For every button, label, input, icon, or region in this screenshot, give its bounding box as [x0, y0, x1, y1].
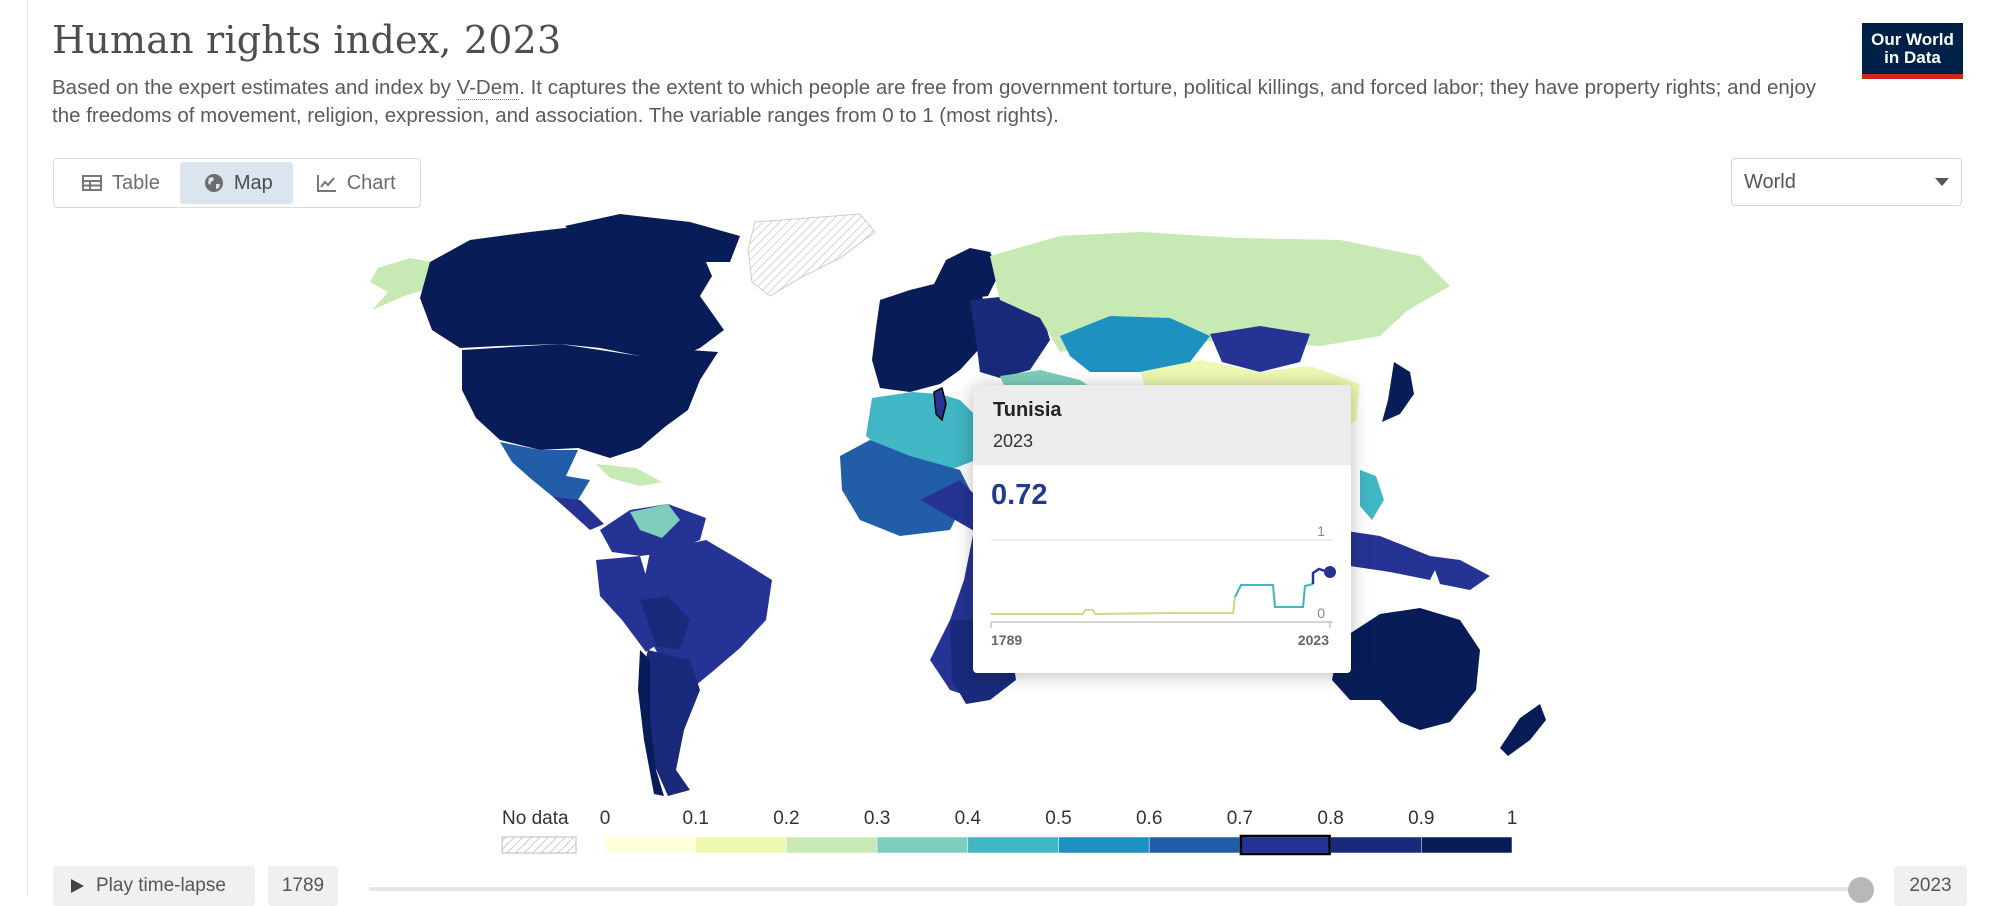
country-tooltip: Tunisia 2023 0.72 1 0 1789 2023 [973, 385, 1351, 673]
arctic-islands[interactable] [565, 214, 740, 262]
spark-endpoint [1324, 566, 1336, 578]
region-select-value: World [1744, 170, 1796, 193]
owid-logo[interactable]: Our World in Data [1862, 23, 1963, 79]
page-subtitle: Based on the expert estimates and index … [52, 74, 1832, 130]
legend-bin-3[interactable] [876, 836, 969, 854]
spark-line [991, 568, 1320, 616]
timeline-start-year[interactable]: 1789 [268, 866, 338, 906]
central-america[interactable] [552, 496, 604, 530]
argentina-chile[interactable] [640, 650, 700, 796]
legend-tick-9: 0.9 [1408, 808, 1434, 829]
legend-tick-4: 0.4 [955, 808, 982, 829]
tooltip-value: 0.72 [991, 479, 1048, 511]
timeline-handle[interactable] [1848, 877, 1874, 903]
legend-tick-5: 0.5 [1045, 808, 1071, 829]
logo-line-2: in Data [1884, 48, 1941, 67]
legend-bin-9[interactable] [1421, 836, 1513, 854]
play-label: Play time-lapse [96, 875, 226, 896]
mongolia[interactable] [1210, 326, 1310, 372]
greenland[interactable] [747, 213, 876, 297]
australia[interactable] [1332, 608, 1480, 730]
tab-chart-label: Chart [346, 171, 396, 194]
tunisia[interactable] [933, 386, 947, 422]
japan[interactable] [1382, 362, 1414, 422]
legend-bin-1[interactable] [695, 836, 787, 854]
legend-tick-6: 0.6 [1136, 808, 1162, 829]
globe-icon [204, 174, 223, 192]
new-zealand[interactable] [1500, 704, 1546, 756]
table-icon [82, 175, 102, 191]
united-states[interactable] [462, 344, 718, 458]
legend-tick-8: 0.8 [1317, 808, 1343, 829]
brazil[interactable] [640, 540, 772, 690]
legend-bin-7[interactable] [1239, 836, 1331, 854]
line-chart-icon [316, 175, 336, 192]
legend-tick-7: 0.7 [1227, 808, 1253, 829]
map-legend: No data 0 0.1 0.2 0.3 0.4 0.5 0.6 0.7 0.8 0.9 1 [501, 808, 1518, 856]
legend-tick-3: 0.3 [864, 808, 890, 829]
tooltip-year: 2023 [993, 431, 1034, 451]
timeline-end-year[interactable]: 2023 [1894, 866, 1967, 906]
west-africa[interactable] [840, 440, 970, 536]
southeast-asia[interactable] [1360, 470, 1384, 520]
tooltip-country: Tunisia [993, 399, 1062, 421]
bolivia[interactable] [640, 596, 690, 650]
legend-bin-0[interactable] [604, 836, 696, 854]
tab-map[interactable]: Map [179, 162, 293, 204]
logo-line-1: Our World [1871, 30, 1954, 49]
legend-tick-10: 1 [1507, 808, 1518, 829]
caribbean[interactable] [596, 464, 662, 486]
page-title: Human rights index, 2023 [52, 18, 562, 62]
legend-bin-8[interactable] [1330, 836, 1422, 854]
legend-no-data-swatch[interactable] [501, 836, 577, 854]
papua[interactable] [1430, 556, 1490, 590]
region-select[interactable]: World [1731, 158, 1962, 206]
tab-map-label: Map [233, 171, 273, 194]
subtitle-text: Based on the expert estimates and index … [52, 76, 457, 99]
scandinavia[interactable] [930, 248, 1000, 300]
legend-no-data-label: No data [502, 808, 569, 829]
alaska[interactable] [370, 258, 432, 310]
legend-bin-4[interactable] [967, 836, 1059, 854]
peru-bolivia[interactable] [596, 556, 664, 652]
play-timelapse-button[interactable]: Play time-lapse [53, 866, 255, 906]
spark-line-latest [1311, 567, 1329, 584]
vdem-link[interactable]: V-Dem [456, 76, 520, 100]
legend-bin-6[interactable] [1148, 836, 1241, 854]
legend-tick-2: 0.2 [773, 808, 799, 829]
spark-y-min: 0 [1317, 605, 1325, 621]
legend-bin-2[interactable] [786, 836, 878, 854]
tab-table[interactable]: Table [58, 162, 180, 204]
venezuela[interactable] [630, 504, 680, 538]
tooltip-header: Tunisia 2023 [973, 385, 1351, 465]
spark-x-end: 2023 [1298, 632, 1329, 648]
subtitle-text-rest: . It captures the extent to which people… [52, 76, 1816, 127]
play-icon [71, 879, 84, 893]
western-europe[interactable] [872, 280, 990, 392]
eastern-europe[interactable] [970, 296, 1050, 378]
chile[interactable] [638, 650, 664, 796]
legend-bin-highlight [1239, 834, 1331, 856]
canada[interactable] [420, 224, 724, 360]
spark-y-max: 1 [1317, 525, 1325, 539]
tab-table-label: Table [112, 171, 160, 194]
mexico[interactable] [500, 442, 590, 500]
caret-down-icon [1935, 178, 1949, 186]
spark-x-start: 1789 [991, 632, 1022, 648]
legend-tick-0: 0 [600, 808, 611, 829]
kazakhstan[interactable] [1060, 316, 1210, 372]
tooltip-sparkline: 1 0 1789 2023 [990, 525, 1336, 648]
timeline-track[interactable] [369, 887, 1861, 891]
tab-chart[interactable]: Chart [293, 162, 416, 204]
legend-bin-5[interactable] [1058, 836, 1150, 854]
chart-frame [27, 0, 1999, 896]
view-tabs: Table Map Chart [53, 158, 421, 208]
legend-tick-1: 0.1 [682, 808, 708, 829]
spark-line-recent [1234, 583, 1314, 608]
